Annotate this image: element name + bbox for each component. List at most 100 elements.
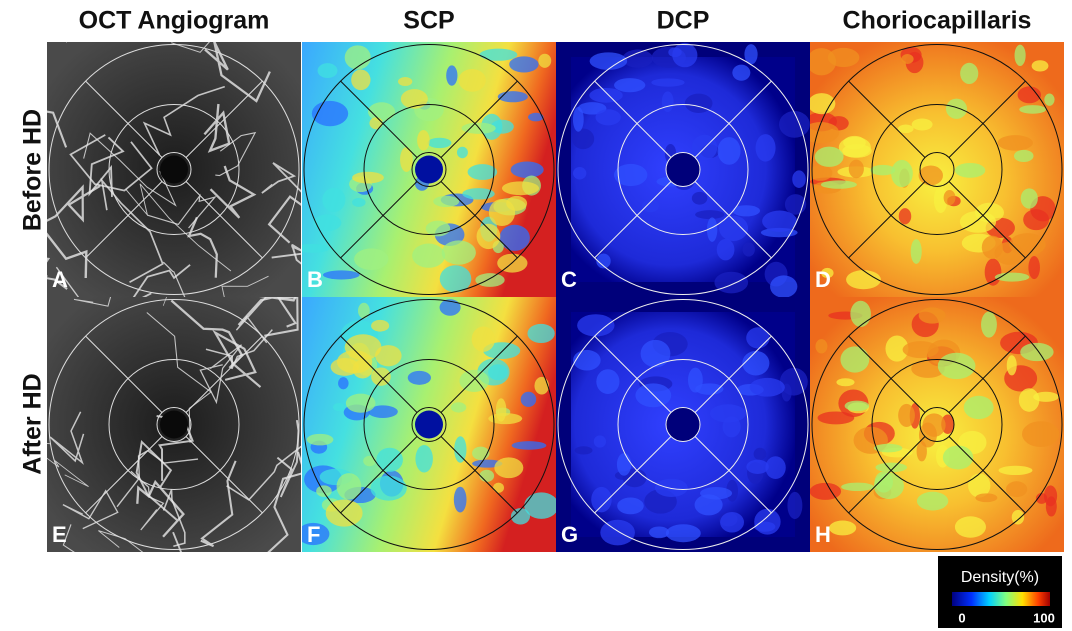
texture — [1021, 188, 1038, 208]
texture — [743, 242, 755, 256]
texture — [368, 102, 395, 121]
texture — [454, 436, 466, 463]
texture — [666, 524, 701, 542]
texture — [792, 170, 806, 188]
texture — [408, 371, 431, 385]
texture — [345, 334, 382, 360]
column-title: OCT Angiogram — [79, 7, 270, 35]
texture — [369, 117, 382, 129]
texture — [829, 521, 856, 536]
texture — [840, 346, 869, 372]
texture — [779, 111, 810, 138]
texture — [352, 198, 366, 207]
texture — [810, 483, 842, 500]
texture — [313, 214, 341, 231]
texture — [512, 441, 547, 450]
texture — [594, 435, 606, 447]
texture — [938, 353, 976, 379]
texture — [960, 63, 978, 84]
figure: ABCDEFGH OCT Angiogram SCP DCP Choriocap… — [0, 0, 1072, 631]
texture — [457, 147, 468, 158]
texture — [742, 351, 769, 376]
texture — [898, 124, 914, 133]
texture — [898, 404, 915, 427]
panel: D — [802, 42, 1064, 297]
texture — [1019, 388, 1040, 412]
texture — [371, 320, 389, 332]
texture — [370, 476, 406, 501]
texture — [688, 368, 703, 393]
texture — [762, 211, 797, 232]
texture — [754, 448, 767, 460]
texture — [836, 378, 854, 386]
texture — [710, 404, 746, 422]
color-bar — [952, 592, 1050, 606]
texture — [1022, 421, 1059, 447]
texture — [318, 63, 338, 78]
texture — [700, 487, 732, 499]
texture — [815, 147, 844, 167]
texture — [756, 134, 776, 161]
texture — [944, 190, 956, 205]
texture — [1009, 233, 1045, 256]
texture — [433, 196, 459, 207]
texture — [468, 164, 498, 180]
texture — [353, 360, 373, 379]
panel-letter: H — [815, 522, 831, 547]
panel-image — [556, 297, 810, 552]
texture — [1007, 355, 1017, 375]
texture — [589, 88, 622, 103]
texture — [458, 69, 485, 92]
texture — [415, 445, 432, 473]
texture — [821, 180, 857, 188]
texture — [345, 45, 371, 69]
texture — [412, 244, 445, 268]
column-title: Choriocapillaris — [843, 7, 1032, 35]
texture — [891, 160, 913, 187]
texture — [765, 456, 785, 479]
texture — [655, 479, 688, 497]
panel-image — [295, 42, 556, 297]
panel-image — [802, 42, 1064, 297]
texture — [1014, 150, 1034, 162]
texture — [807, 48, 836, 75]
texture — [717, 239, 735, 261]
texture — [955, 163, 985, 178]
texture — [1028, 256, 1040, 279]
texture — [338, 377, 348, 389]
texture — [981, 312, 997, 338]
texture — [534, 377, 549, 395]
texture — [841, 483, 874, 491]
texture — [750, 378, 785, 397]
texture — [998, 466, 1032, 475]
texture — [363, 456, 376, 466]
panel-letter: A — [52, 267, 68, 292]
panel-letter: B — [307, 267, 323, 292]
texture — [1012, 510, 1024, 525]
texture — [732, 65, 750, 81]
texture — [326, 499, 363, 526]
texture — [960, 211, 996, 233]
texture — [917, 492, 948, 511]
texture — [521, 392, 537, 407]
texture — [538, 54, 551, 68]
panel: B — [295, 42, 556, 297]
texture — [912, 119, 933, 131]
fovea — [160, 156, 188, 184]
texture — [943, 445, 973, 469]
texture — [975, 493, 997, 502]
texture — [502, 181, 539, 195]
texture — [316, 485, 332, 497]
panel: A — [0, 0, 338, 329]
texture — [494, 457, 523, 478]
panel-image — [297, 297, 558, 552]
texture — [459, 370, 489, 392]
texture — [770, 275, 797, 297]
fovea — [160, 411, 188, 439]
texture — [446, 65, 457, 85]
texture — [346, 394, 376, 413]
texture — [333, 403, 345, 411]
texture — [614, 78, 645, 92]
texture — [651, 78, 684, 86]
texture — [964, 396, 994, 419]
